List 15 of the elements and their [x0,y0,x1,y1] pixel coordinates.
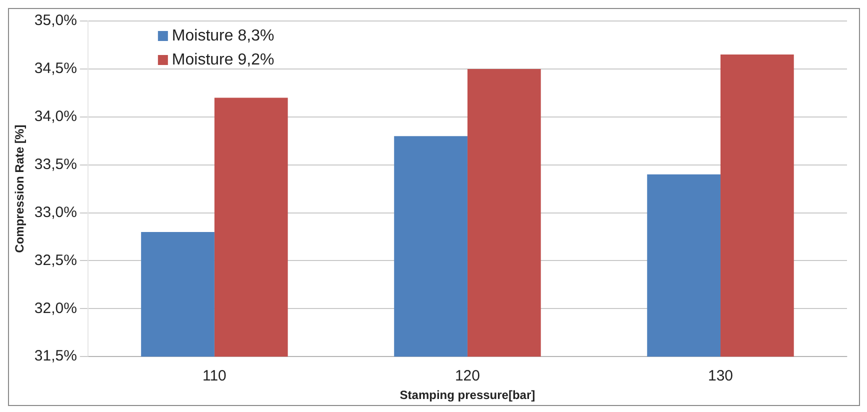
x-tick-label: 110 [202,368,226,385]
y-tick-label: 32,0% [34,300,77,317]
y-tick-label: 34,0% [34,108,77,126]
legend-label: Moisture 9,2% [172,51,274,68]
y-tick-label: 33,0% [34,204,77,221]
y-tick-label: 33,5% [34,156,77,173]
y-tick-label: 35,0% [34,12,77,30]
y-tick-label: 34,5% [34,60,77,78]
y-tick-label: 31,5% [34,348,77,365]
x-tick-label: 120 [454,368,480,385]
x-tick-label: 130 [708,368,734,385]
legend-label: Moisture 8,3% [172,27,274,44]
y-axis-title: Compression Rate [%] [12,124,27,253]
x-axis-title: Stamping pressure[bar] [400,388,536,402]
y-tick-label: 32,5% [34,252,77,269]
